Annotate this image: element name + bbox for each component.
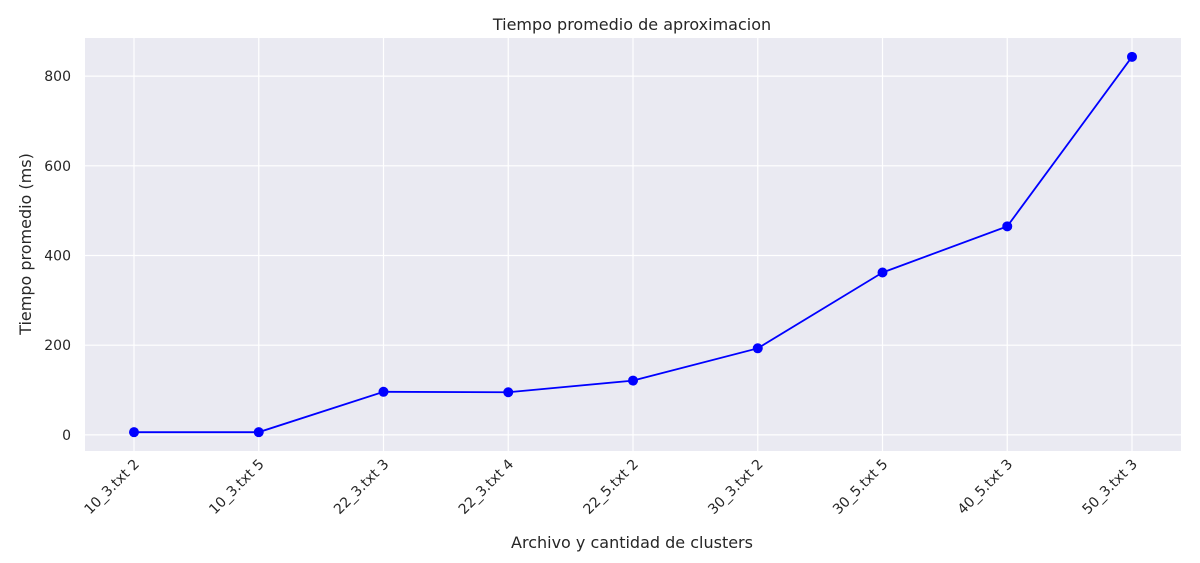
chart-title: Tiempo promedio de aproximacion [492,15,771,34]
x-tick-label: 10_3.txt 2 [81,457,142,518]
x-axis-label: Archivo y cantidad de clusters [511,533,753,552]
x-tick-label: 30_5.txt 5 [830,457,891,518]
data-point [877,267,888,278]
y-axis-ticks: 0 200 400 600 800 [44,69,71,444]
data-point [1002,221,1013,232]
x-tick-label: 22_3.txt 3 [331,457,392,518]
data-point [628,375,638,386]
data-point [503,387,514,398]
y-tick-label: 200 [44,338,71,354]
data-point [253,427,264,438]
y-tick-label: 400 [44,248,71,264]
x-tick-label: 30_3.txt 2 [705,457,766,518]
data-point [1127,51,1137,62]
y-axis-label: Tiempo promedio (ms) [16,153,35,336]
x-tick-label: 40_5.txt 3 [955,457,1016,518]
y-tick-label: 0 [62,428,71,444]
y-tick-label: 800 [44,69,71,85]
data-point [129,427,139,438]
data-point [752,343,763,354]
x-tick-label: 10_3.txt 5 [206,457,267,518]
data-point [378,386,389,397]
y-tick-label: 600 [44,159,71,175]
x-axis-ticks: 10_3.txt 2 10_3.txt 5 22_3.txt 3 22_3.txt 4… [81,456,1140,517]
x-tick-label: 22_5.txt 2 [580,457,641,518]
series-group [129,51,1137,438]
x-tick-label: 50_3.txt 3 [1079,457,1140,518]
x-tick-label: 22_3.txt 4 [456,456,517,517]
